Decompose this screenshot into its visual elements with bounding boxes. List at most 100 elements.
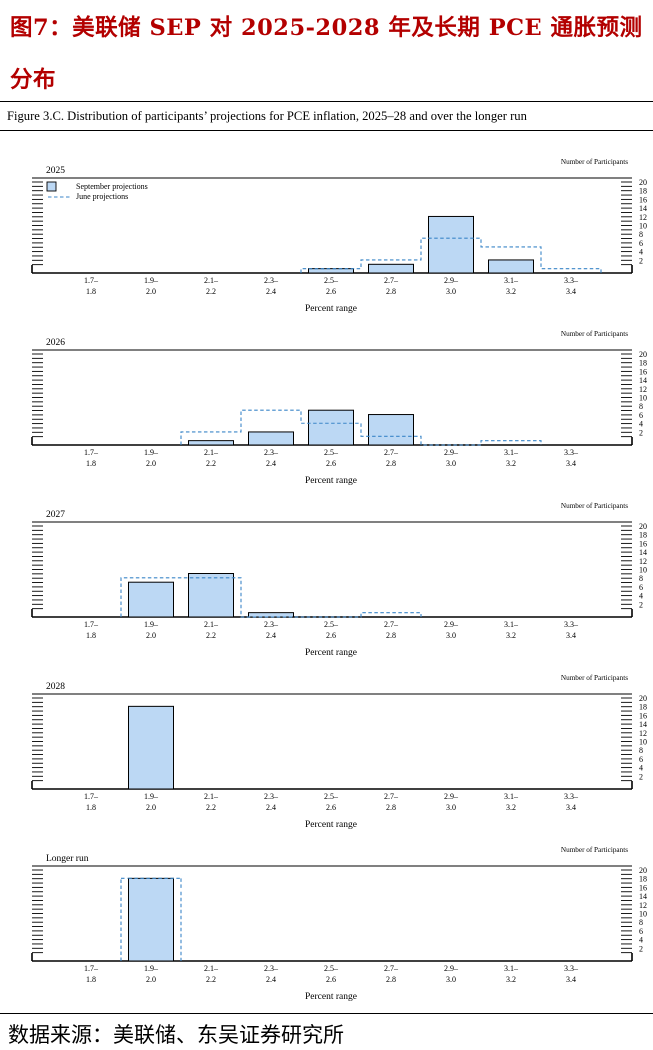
june-projection-line bbox=[300, 237, 602, 273]
x-tick-label-bottom: 3.4 bbox=[566, 459, 576, 468]
x-tick-label-top: 1.9– bbox=[144, 448, 159, 457]
x-tick-label-bottom: 2.0 bbox=[146, 631, 156, 640]
x-tick-label-top: 2.7– bbox=[384, 448, 399, 457]
y-tick-label: 2 bbox=[639, 944, 643, 953]
x-tick-label-bottom: 3.2 bbox=[506, 803, 516, 812]
x-tick-label-bottom: 1.8 bbox=[86, 803, 96, 812]
x-tick-label-top: 2.9– bbox=[444, 792, 459, 801]
y-tick-label: 10 bbox=[639, 910, 647, 919]
y-axis-title: Number of Participants bbox=[561, 846, 628, 854]
y-axis-title: Number of Participants bbox=[561, 330, 628, 338]
x-tick-label-bottom: 3.2 bbox=[506, 459, 516, 468]
bar-september bbox=[128, 581, 174, 618]
x-tick-label-top: 1.7– bbox=[84, 964, 99, 973]
y-tick-label: 4 bbox=[639, 936, 643, 945]
x-axis-title: Percent range bbox=[305, 476, 357, 486]
bar-september bbox=[308, 268, 354, 274]
bar-september bbox=[368, 263, 414, 274]
x-tick-label-top: 3.1– bbox=[504, 792, 519, 801]
x-tick-label-top: 1.7– bbox=[84, 276, 99, 285]
panel-title: Longer run bbox=[46, 854, 89, 864]
x-tick-label-bottom: 3.0 bbox=[446, 631, 456, 640]
caption-rule-top bbox=[0, 101, 653, 102]
x-axis-title: Percent range bbox=[305, 304, 357, 314]
y-tick-label: 10 bbox=[639, 566, 647, 575]
y-tick-label: 12 bbox=[639, 385, 647, 394]
y-axis-title: Number of Participants bbox=[561, 674, 628, 682]
x-tick-label-top: 2.1– bbox=[204, 276, 219, 285]
x-tick-label-top: 3.1– bbox=[504, 276, 519, 285]
x-tick-label-top: 2.5– bbox=[324, 620, 339, 629]
y-tick-label: 14 bbox=[639, 376, 647, 385]
y-tick-label: 18 bbox=[639, 531, 647, 540]
x-tick-label-bottom: 2.0 bbox=[146, 803, 156, 812]
x-tick-label-bottom: 3.0 bbox=[446, 975, 456, 984]
y-tick-label: 8 bbox=[639, 746, 643, 755]
y-tick-label: 16 bbox=[639, 883, 647, 892]
x-tick-label-bottom: 3.2 bbox=[506, 975, 516, 984]
x-tick-label-top: 2.7– bbox=[384, 964, 399, 973]
x-tick-label-top: 1.7– bbox=[84, 792, 99, 801]
y-tick-label: 14 bbox=[639, 720, 647, 729]
x-tick-label-top: 2.5– bbox=[324, 448, 339, 457]
x-tick-label-top: 3.1– bbox=[504, 620, 519, 629]
bar-september bbox=[248, 431, 294, 446]
bar-september bbox=[308, 409, 354, 446]
x-tick-label-bottom: 2.6 bbox=[326, 803, 336, 812]
bar-september bbox=[128, 877, 174, 962]
panel-title: 2026 bbox=[46, 338, 65, 348]
y-tick-label: 8 bbox=[639, 574, 643, 583]
y-tick-label: 14 bbox=[639, 548, 647, 557]
caption-rule-bottom bbox=[0, 130, 653, 131]
y-tick-label: 6 bbox=[639, 239, 643, 248]
x-tick-label-bottom: 3.4 bbox=[566, 287, 576, 296]
x-tick-label-top: 1.9– bbox=[144, 276, 159, 285]
x-axis-title: Percent range bbox=[305, 820, 357, 830]
y-axis-title: Number of Participants bbox=[561, 502, 628, 510]
y-tick-label: 4 bbox=[639, 248, 643, 257]
y-tick-label: 10 bbox=[639, 738, 647, 747]
page-title: 图7：美联储 SEP 对 2025-2028 年及长期 PCE 通胀预测分布 bbox=[10, 15, 643, 93]
x-tick-label-top: 1.7– bbox=[84, 448, 99, 457]
x-tick-label-bottom: 2.2 bbox=[206, 803, 216, 812]
y-axis-title: Number of Participants bbox=[561, 158, 628, 166]
x-tick-label-top: 2.3– bbox=[264, 792, 279, 801]
x-tick-label-top: 2.1– bbox=[204, 448, 219, 457]
y-tick-label: 8 bbox=[639, 402, 643, 411]
x-tick-label-top: 2.1– bbox=[204, 792, 219, 801]
x-tick-label-top: 2.3– bbox=[264, 620, 279, 629]
source-note: 数据来源：美联储、东吴证券研究所 bbox=[8, 1023, 344, 1047]
x-tick-label-bottom: 2.8 bbox=[386, 459, 396, 468]
y-tick-label: 10 bbox=[639, 394, 647, 403]
x-tick-label-top: 1.9– bbox=[144, 620, 159, 629]
x-tick-label-bottom: 2.2 bbox=[206, 287, 216, 296]
x-tick-label-bottom: 3.4 bbox=[566, 975, 576, 984]
x-tick-label-bottom: 2.8 bbox=[386, 287, 396, 296]
x-tick-label-bottom: 3.0 bbox=[446, 803, 456, 812]
y-tick-label: 4 bbox=[639, 764, 643, 773]
y-tick-label: 2 bbox=[639, 772, 643, 781]
x-tick-label-top: 2.9– bbox=[444, 448, 459, 457]
bar-september bbox=[248, 612, 294, 618]
panel-title: 2028 bbox=[46, 682, 65, 692]
y-tick-label: 16 bbox=[639, 539, 647, 548]
y-tick-label: 14 bbox=[639, 892, 647, 901]
panel-title: 2025 bbox=[46, 166, 65, 176]
x-tick-label-top: 2.7– bbox=[384, 276, 399, 285]
y-tick-label: 20 bbox=[639, 522, 647, 531]
x-tick-label-bottom: 3.0 bbox=[446, 287, 456, 296]
x-tick-label-top: 2.3– bbox=[264, 964, 279, 973]
x-tick-label-top: 2.9– bbox=[444, 620, 459, 629]
x-tick-label-bottom: 2.8 bbox=[386, 975, 396, 984]
x-tick-label-bottom: 1.8 bbox=[86, 459, 96, 468]
x-tick-label-bottom: 1.8 bbox=[86, 287, 96, 296]
y-tick-label: 4 bbox=[639, 592, 643, 601]
x-tick-label-bottom: 2.8 bbox=[386, 803, 396, 812]
y-tick-label: 12 bbox=[639, 901, 647, 910]
panel-title: 2027 bbox=[46, 510, 65, 520]
x-tick-label-bottom: 2.0 bbox=[146, 287, 156, 296]
x-tick-label-top: 2.1– bbox=[204, 620, 219, 629]
y-tick-label: 20 bbox=[639, 350, 647, 359]
x-tick-label-top: 1.9– bbox=[144, 964, 159, 973]
